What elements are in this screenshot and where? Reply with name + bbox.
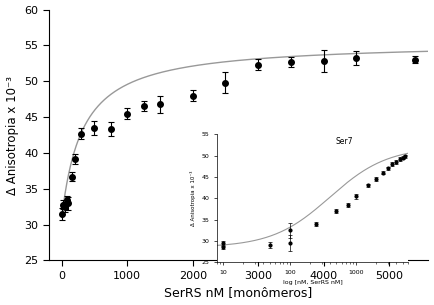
Text: Ser7: Ser7 [335, 137, 353, 146]
X-axis label: SerRS nM [monômeros]: SerRS nM [monômeros] [164, 286, 312, 300]
Y-axis label: Δ Anisotropia x 10⁻³: Δ Anisotropia x 10⁻³ [190, 170, 196, 226]
Y-axis label: Δ Anisotropia x 10⁻³: Δ Anisotropia x 10⁻³ [6, 76, 19, 195]
X-axis label: log [nM, SerRS nM]: log [nM, SerRS nM] [283, 281, 342, 285]
